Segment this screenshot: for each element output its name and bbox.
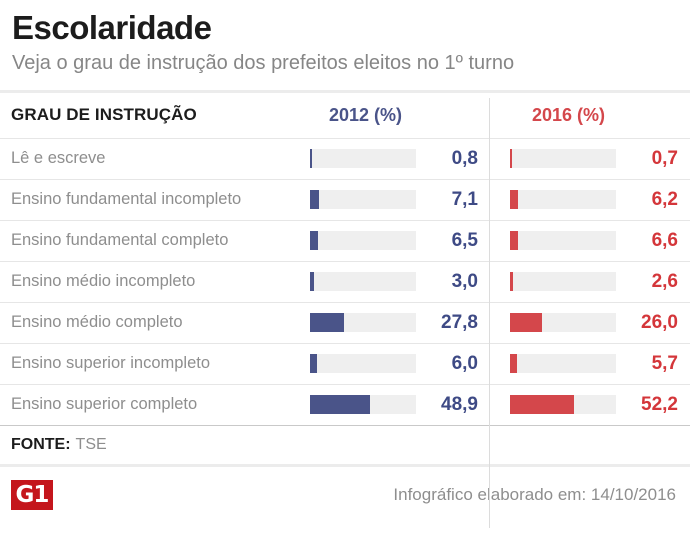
row-label: Ensino médio completo [11,313,183,332]
bar-track [510,231,616,251]
column-header-2012: 2012 (%) [329,104,403,125]
bar-value: 6,6 [651,229,678,251]
bar-cell-2016: 0,7 [489,148,678,170]
bar-cell-2012: 7,1 [300,189,489,211]
page-subtitle: Veja o grau de instrução dos prefeitos e… [12,51,515,74]
bar-track [510,313,616,333]
bar-fill [510,272,514,292]
bar-fill [310,313,345,333]
bar-value: 48,9 [441,393,478,415]
bar-cell-2016: 5,7 [489,353,678,375]
bar-value: 6,0 [451,352,478,374]
table-row: Lê e escreve 0,8 0,7 [0,139,690,180]
bar-track [310,354,416,374]
bar-value: 0,7 [651,147,678,169]
bar-track [310,272,416,292]
bar-fill [510,231,519,251]
bar-track [510,190,616,210]
bar-fill [310,190,319,210]
bar-track [310,313,416,333]
bar-track [310,231,416,251]
bar-value: 27,8 [441,311,478,333]
bar-value: 7,1 [451,188,478,210]
bar-value: 6,5 [451,229,478,251]
bar-fill [510,149,512,169]
bar-value: 52,2 [641,393,678,415]
bar-fill [310,395,371,415]
bar-cell-2012: 3,0 [300,271,489,293]
table-row: Ensino médio completo 27,8 26,0 [0,303,690,344]
source-label: FONTE: [11,435,71,453]
bar-fill [310,272,314,292]
table-header-row: GRAU DE INSTRUÇÃO 2012 (%) 2016 (%) [0,93,690,139]
footer: G1 Infográfico elaborado em: 14/10/2016 [0,467,690,524]
bar-track [510,272,616,292]
table-body: Lê e escreve 0,8 0,7 Ensino fundamental inc… [0,139,690,426]
row-label: Lê e escreve [11,149,106,168]
bar-value: 0,8 [451,147,478,169]
bar-cell-2016: 52,2 [489,394,678,416]
table-row: Ensino médio incompleto 3,0 2,6 [0,262,690,303]
row-label: Ensino fundamental completo [11,231,229,250]
bar-cell-2012: 0,8 [300,148,489,170]
footer-divider [0,463,690,467]
bar-cell-2016: 6,2 [489,189,678,211]
bar-track [310,395,416,415]
bar-fill [310,231,318,251]
bar-track [510,354,616,374]
bar-track [510,395,616,415]
bar-track [510,149,616,169]
page-title: Escolaridade [12,9,212,46]
row-label: Ensino superior incompleto [11,354,211,373]
bar-value: 26,0 [641,311,678,333]
row-label: Ensino superior completo [11,395,198,414]
bar-cell-2016: 2,6 [489,271,678,293]
bar-fill [510,190,518,210]
bar-track [310,149,416,169]
table-row: Ensino superior incompleto 6,0 5,7 [0,344,690,385]
bar-value: 6,2 [651,188,678,210]
table-row: Ensino fundamental incompleto 7,1 6,2 [0,180,690,221]
bar-fill [510,354,518,374]
bar-value: 2,6 [651,270,678,292]
row-label: Ensino fundamental incompleto [11,190,242,209]
bar-cell-2012: 6,0 [300,353,489,375]
table-row: Ensino superior completo 48,9 52,2 [0,385,690,426]
source-value: TSE [75,435,107,453]
bar-fill [310,354,318,374]
bar-value: 5,7 [651,352,678,374]
bar-cell-2016: 26,0 [489,312,678,334]
bar-cell-2012: 48,9 [300,394,489,416]
data-table: GRAU DE INSTRUÇÃO 2012 (%) 2016 (%) Lê e… [0,93,690,528]
g1-logo: G1 [11,480,53,511]
column-header-2016: 2016 (%) [532,104,606,125]
header-divider [0,89,690,93]
column-header-label: GRAU DE INSTRUÇÃO [11,105,197,125]
column-divider [489,97,490,528]
footer-credit: Infográfico elaborado em: 14/10/2016 [393,485,676,505]
bar-fill [510,313,543,333]
header: Escolaridade Veja o grau de instrução do… [0,0,690,76]
row-label: Ensino médio incompleto [11,272,196,291]
table-row: Ensino fundamental completo 6,5 6,6 [0,221,690,262]
bar-cell-2012: 27,8 [300,312,489,334]
bar-cell-2016: 6,6 [489,230,678,252]
source-row: FONTE: TSE [0,426,690,464]
bar-track [310,190,416,210]
bar-cell-2012: 6,5 [300,230,489,252]
bar-value: 3,0 [451,270,478,292]
bar-fill [510,395,575,415]
bar-fill [310,149,312,169]
